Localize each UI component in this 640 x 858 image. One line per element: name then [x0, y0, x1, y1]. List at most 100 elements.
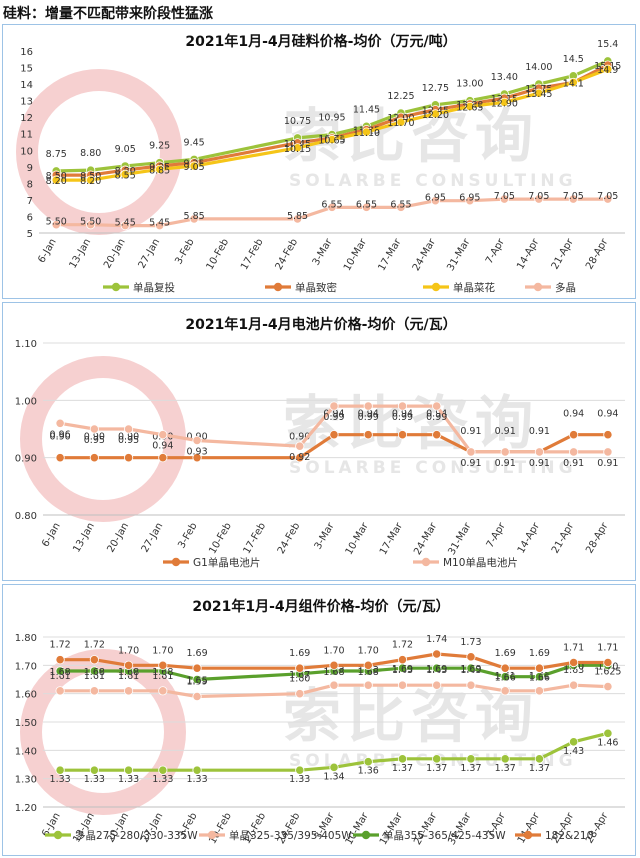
data-label: 12.20 [422, 110, 449, 121]
data-point [534, 88, 544, 98]
data-label: 1.61 [152, 671, 173, 682]
data-point [292, 143, 303, 153]
headline-text: 硅料：增量不匹配带来阶段性猛涨 [3, 6, 213, 22]
data-label: 1.43 [563, 746, 584, 757]
x-tick-label: 21-Apr [550, 236, 577, 271]
data-point [569, 657, 579, 668]
page-headline: 硅料：增量不匹配带来阶段性猛涨 [0, 0, 640, 24]
data-point [123, 686, 134, 696]
data-label: 0.94 [392, 409, 413, 420]
data-point [295, 441, 305, 451]
legend-label: M10单晶电池片 [443, 556, 518, 569]
data-point [397, 754, 408, 764]
data-point [500, 686, 510, 696]
data-point [568, 77, 578, 88]
data-label: 0.91 [529, 458, 550, 469]
data-label: 1.69 [495, 648, 516, 659]
data-point [534, 663, 545, 673]
data-label: 12.25 [387, 91, 414, 102]
data-point [534, 754, 545, 764]
data-point [499, 97, 509, 107]
data-point [329, 401, 339, 411]
y-tick-label: 1.50 [15, 718, 37, 729]
x-tick-label: 24-Feb [274, 237, 301, 272]
data-point [192, 765, 202, 775]
chart-title: 2021年1月-4月硅料价格-均价（万元/吨） [185, 33, 456, 50]
x-tick-label: 7-Apr [485, 520, 508, 550]
data-label: 1.69 [460, 664, 481, 675]
data-label: 13.00 [456, 79, 483, 90]
data-point [55, 453, 65, 463]
y-tick-label: 13 [20, 97, 33, 108]
data-label: 6.95 [459, 193, 480, 204]
data-point [158, 660, 168, 670]
x-tick-label: 14-Apr [516, 520, 543, 555]
data-label: 6.55 [390, 199, 411, 210]
data-point [158, 430, 168, 440]
y-tick-label: 8 [27, 179, 33, 190]
data-point [361, 127, 372, 137]
data-point [155, 220, 165, 231]
y-tick-label: 12 [20, 113, 33, 124]
data-point [569, 680, 579, 690]
data-label: 1.71 [563, 643, 584, 654]
data-label: 1.61 [50, 671, 71, 682]
data-label: 8.80 [80, 148, 101, 159]
y-tick-label: 16 [20, 47, 33, 58]
data-point [432, 401, 442, 411]
watermark-text: 索比咨询 [283, 682, 539, 750]
data-label: 0.91 [495, 426, 516, 437]
data-label: 1.34 [323, 771, 344, 782]
data-label: 9.05 [184, 162, 205, 173]
y-tick-label: 6 [27, 212, 33, 223]
data-label: 1.37 [426, 763, 447, 774]
x-tick-label: 27-Jan [137, 237, 163, 270]
data-label: 0.90 [50, 432, 71, 443]
data-point [569, 447, 579, 457]
data-label: 8.20 [80, 176, 101, 187]
data-point [397, 401, 408, 411]
data-point [327, 202, 337, 212]
x-tick-label: 31-Mar [446, 520, 474, 557]
data-label: 1.37 [460, 763, 481, 774]
data-point [329, 660, 339, 670]
data-label: 1.70 [323, 645, 344, 656]
data-point [603, 657, 613, 668]
data-label: 1.69 [289, 648, 310, 659]
data-point [55, 655, 65, 665]
data-point [500, 663, 510, 673]
data-label: 0.93 [186, 446, 207, 457]
data-label: 5.50 [46, 217, 67, 228]
data-label: 0.94 [563, 409, 584, 420]
data-label: 10.75 [284, 116, 311, 127]
legend-label: G1单晶电池片 [193, 556, 260, 569]
data-label: 5.50 [80, 217, 101, 228]
data-label: 13.45 [525, 89, 552, 100]
data-label: 0.91 [563, 458, 584, 469]
data-point [534, 447, 545, 457]
data-label: 0.91 [597, 458, 618, 469]
data-label: 8.85 [149, 165, 170, 176]
data-label: 1.69 [186, 648, 207, 659]
data-point [397, 430, 408, 440]
data-label: 1.68 [84, 667, 105, 678]
x-tick-label: 14-Apr [515, 236, 542, 271]
legend-swatch-marker [361, 830, 371, 840]
data-label: 1.68 [118, 667, 139, 678]
data-label: 5.85 [287, 211, 308, 222]
watermark-subtext: SOLARBE CONSULTING [289, 171, 577, 191]
data-point [189, 161, 199, 171]
data-label: 1.33 [186, 774, 207, 785]
data-label: 1.69 [426, 664, 447, 675]
data-label: 7.05 [597, 191, 618, 202]
data-point [192, 435, 202, 446]
x-tick-label: 17-Feb [239, 237, 266, 272]
legend-swatch-marker [53, 830, 63, 840]
data-point [603, 430, 613, 440]
data-label: 9.25 [149, 141, 170, 152]
data-point [158, 765, 168, 775]
data-point [55, 686, 65, 696]
data-point [465, 196, 475, 206]
